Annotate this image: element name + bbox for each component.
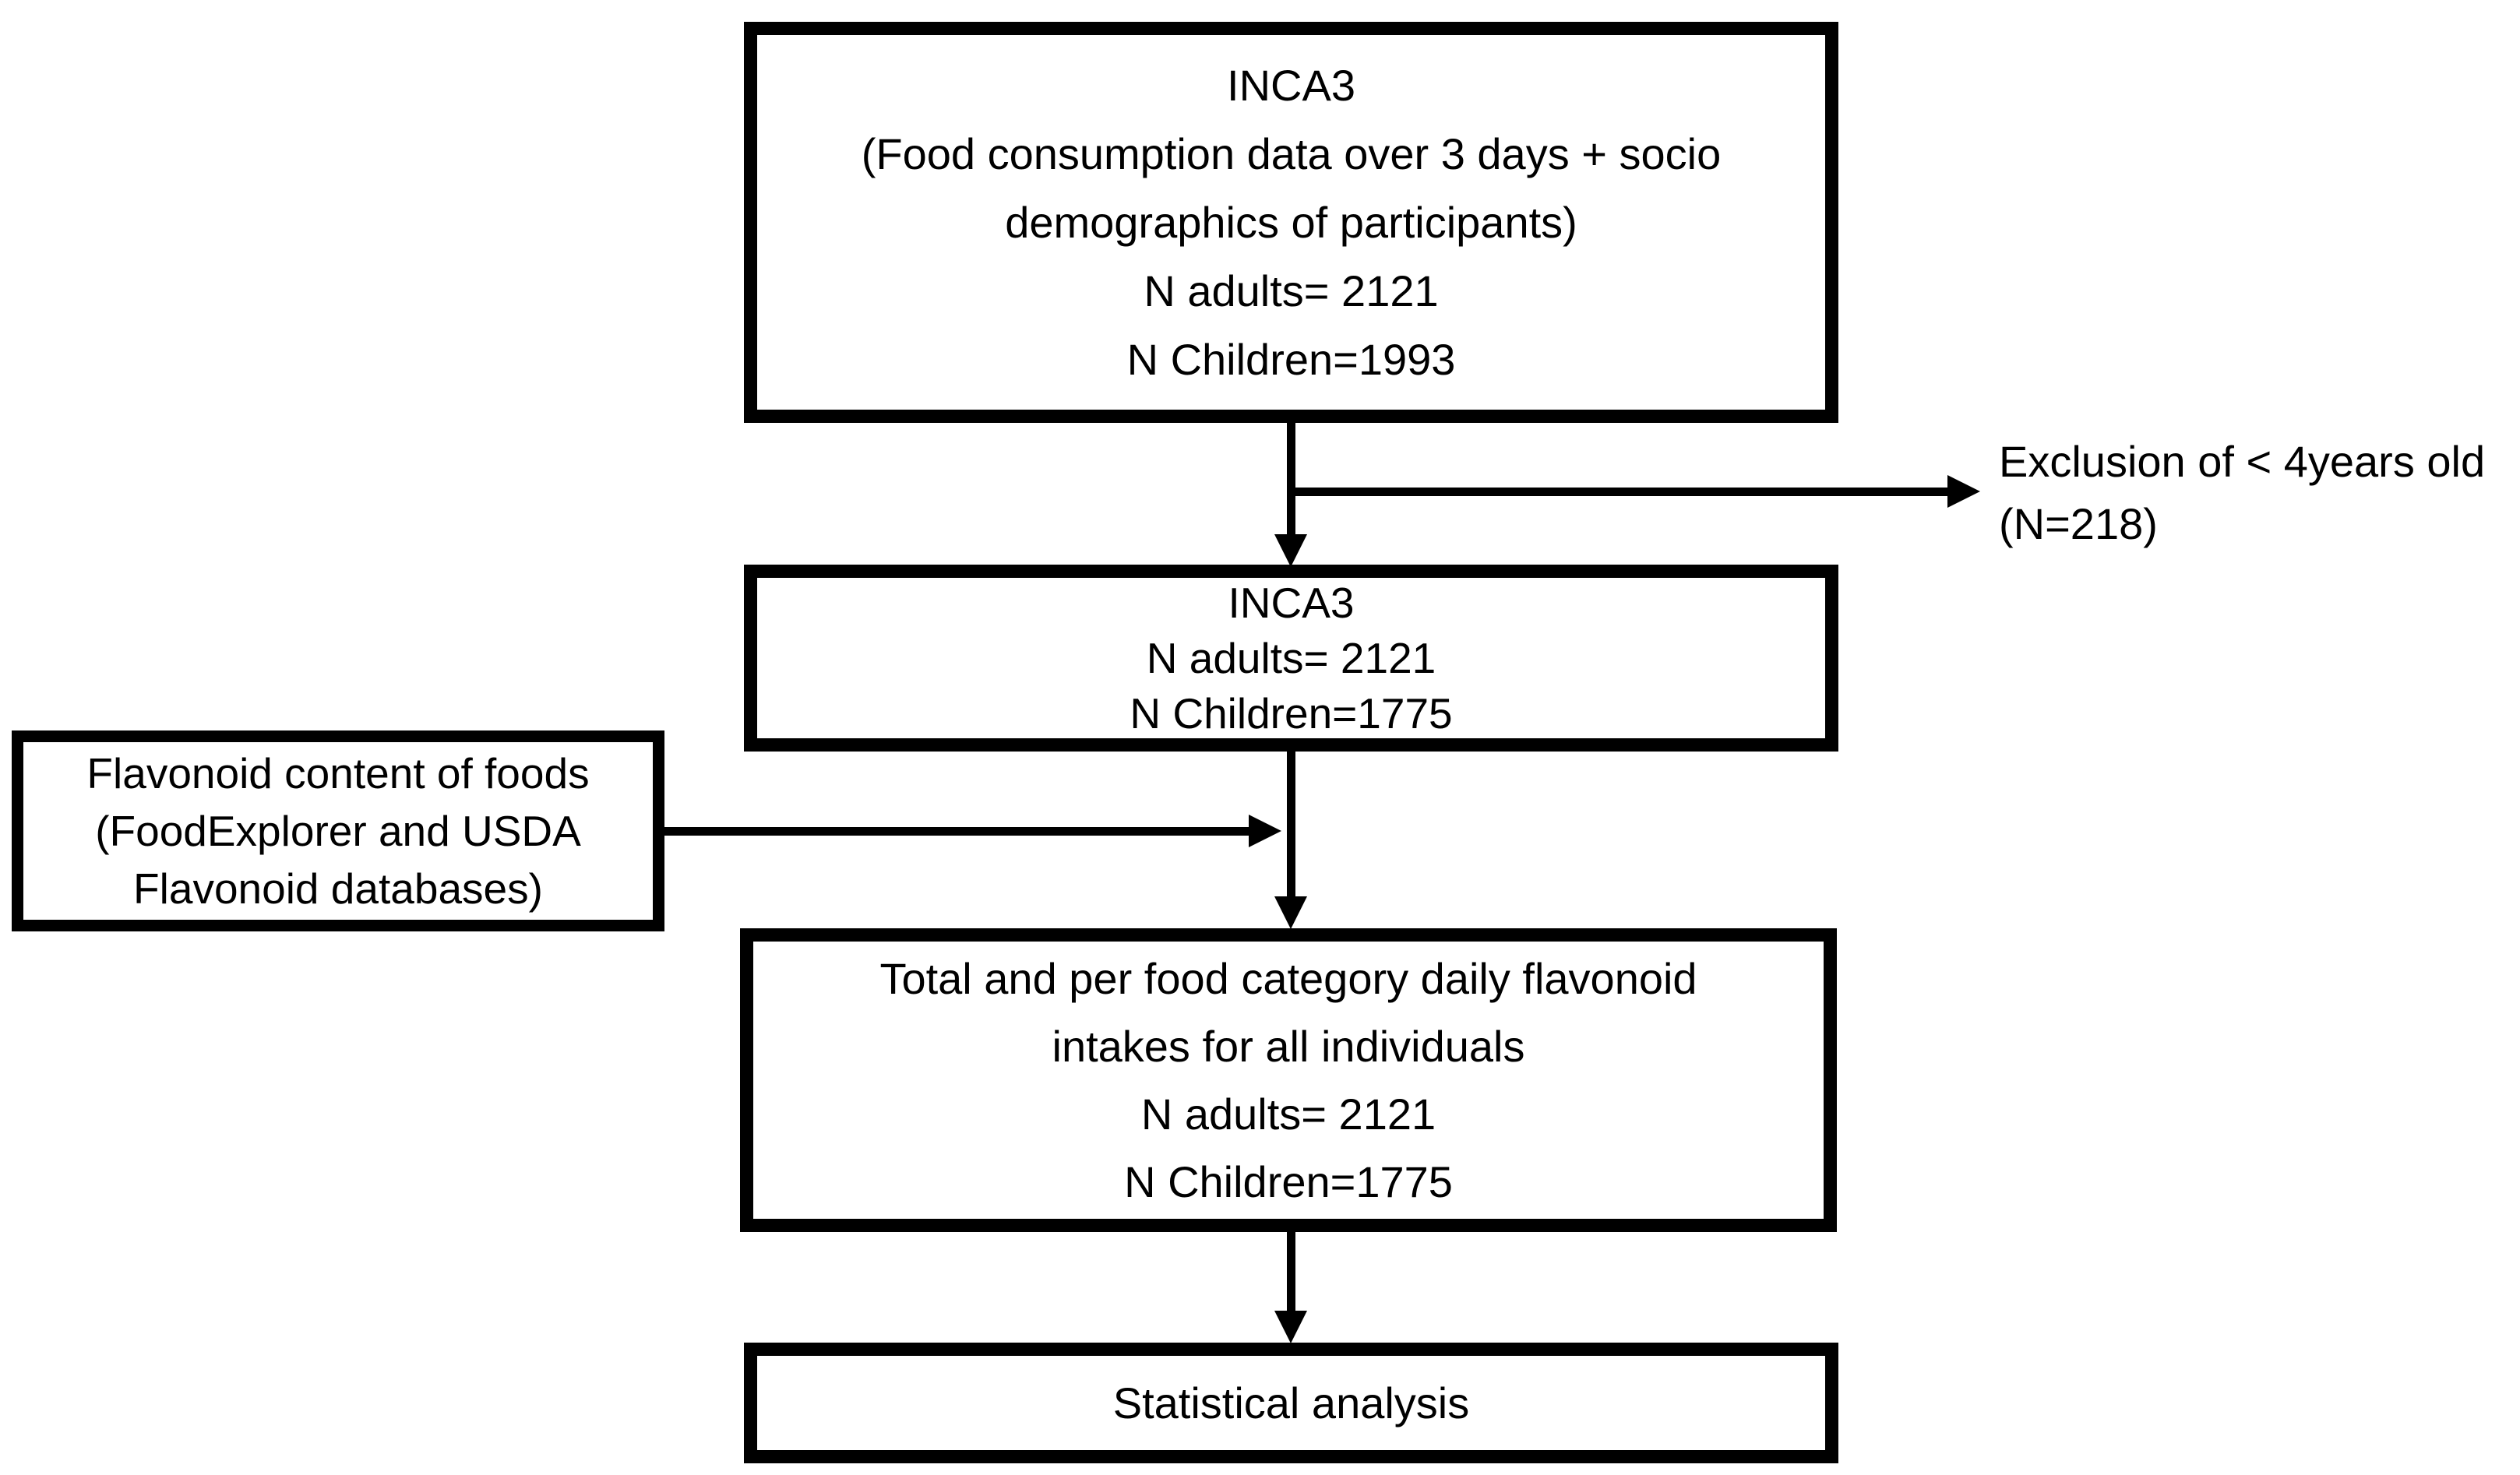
box-text-line: Total and per food category daily flavon…	[879, 954, 1697, 1003]
arrowhead-down-icon	[1274, 1311, 1307, 1343]
box-text-line: N Children=1775	[1124, 1157, 1453, 1206]
box-flavonoid-sources: Flavonoid content of foods (FoodExplorer…	[12, 730, 664, 931]
connector-exclusion-branch	[1287, 488, 1947, 496]
box-text-line: N Children=1993	[1126, 334, 1456, 384]
arrowhead-right-icon	[1249, 815, 1281, 847]
box-statistical-analysis: Statistical analysis	[744, 1343, 1838, 1463]
box-text-line: Statistical analysis	[1112, 1378, 1470, 1427]
connector-inca3-to-filtered	[1287, 421, 1295, 536]
arrowhead-down-icon	[1274, 896, 1307, 929]
box-text-line: (Food consumption data over 3 days + soc…	[861, 128, 1722, 178]
box-inca3-full: INCA3 (Food consumption data over 3 days…	[744, 22, 1838, 423]
box-text-line: INCA3	[1228, 578, 1355, 627]
arrowhead-right-icon	[1947, 475, 1980, 508]
box-text-line: INCA3	[1227, 60, 1355, 110]
box-intakes: Total and per food category daily flavon…	[740, 928, 1837, 1232]
exclusion-note-line: (N=218)	[1999, 499, 2158, 548]
arrowhead-down-icon	[1274, 534, 1307, 567]
connector-sources-to-flow	[664, 827, 1249, 836]
box-inca3-filtered: INCA3 N adults= 2121 N Children=1775	[744, 565, 1838, 752]
connector-filtered-to-intakes	[1287, 750, 1295, 898]
box-text-line: N adults= 2121	[1146, 633, 1436, 682]
box-text-line: Flavonoid content of foods	[86, 749, 590, 797]
box-text-line: N adults= 2121	[1140, 1090, 1436, 1139]
box-text-line: Flavonoid databases)	[133, 864, 543, 913]
connector-intakes-to-analysis	[1287, 1230, 1295, 1312]
box-text-line: intakes for all individuals	[1052, 1022, 1525, 1071]
exclusion-note: Exclusion of < 4years old (N=218)	[1999, 431, 2485, 555]
box-text-line: N adults= 2121	[1144, 266, 1439, 315]
box-text-line: N Children=1775	[1130, 688, 1453, 738]
box-text-line: demographics of participants)	[1005, 197, 1577, 247]
exclusion-note-line: Exclusion of < 4years old	[1999, 437, 2486, 486]
box-text-line: (FoodExplorer and USDA	[95, 807, 581, 855]
